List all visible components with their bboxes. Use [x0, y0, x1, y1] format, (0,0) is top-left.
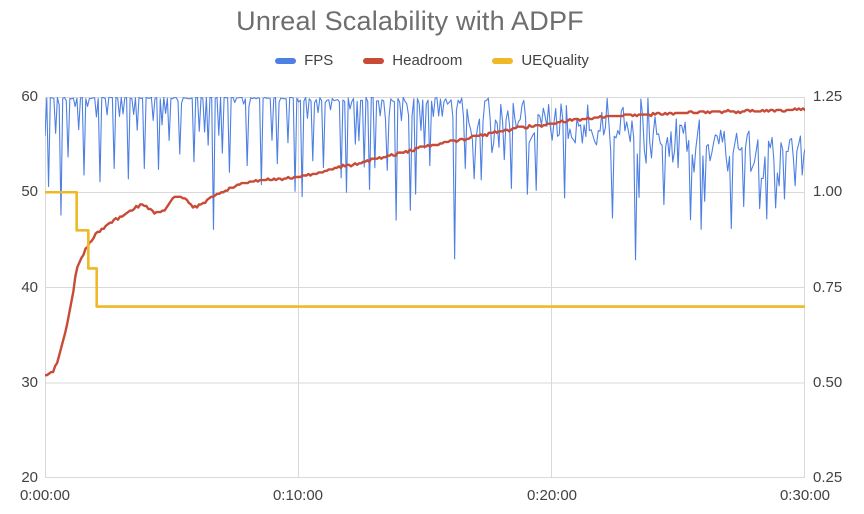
- left-axis-tick-40: 40: [21, 279, 38, 296]
- legend-label-uequality: UEQuality: [521, 52, 589, 69]
- left-axis-tick-30: 30: [21, 374, 38, 391]
- right-axis-tick-050: 0.50: [813, 374, 843, 391]
- legend-item-fps: FPS: [275, 52, 333, 69]
- x-axis-tick-3000: 0:30:00: [779, 487, 831, 504]
- uequality-series-swatch: [492, 57, 514, 64]
- x-axis-tick-2000: 0:20:00: [526, 487, 578, 504]
- left-axis-tick-50: 50: [21, 183, 38, 200]
- fps-series-swatch: [275, 57, 297, 64]
- chart-title: Unreal Scalability with ADPF: [236, 6, 584, 36]
- x-axis-tick-0000: 0:00:00: [19, 487, 71, 504]
- legend-item-uequality: UEQuality: [492, 52, 589, 69]
- left-axis-tick-60: 60: [21, 88, 38, 105]
- legend-item-headroom: Headroom: [363, 52, 462, 69]
- right-axis-tick-100: 1.00: [813, 183, 843, 200]
- legend-label-fps: FPS: [304, 52, 334, 69]
- right-axis-tick-025: 0.25: [813, 469, 843, 486]
- legend-label-headroom: Headroom: [392, 52, 463, 69]
- left-axis-tick-20: 20: [21, 469, 38, 486]
- headroom-series-swatch: [363, 57, 385, 64]
- plot-area: [45, 97, 805, 478]
- right-axis-tick-125: 1.25: [813, 88, 843, 105]
- chart-legend: FPS Headroom UEQuality: [0, 52, 864, 69]
- x-axis-tick-1000: 0:10:00: [272, 487, 324, 504]
- right-axis-tick-075: 0.75: [813, 279, 843, 296]
